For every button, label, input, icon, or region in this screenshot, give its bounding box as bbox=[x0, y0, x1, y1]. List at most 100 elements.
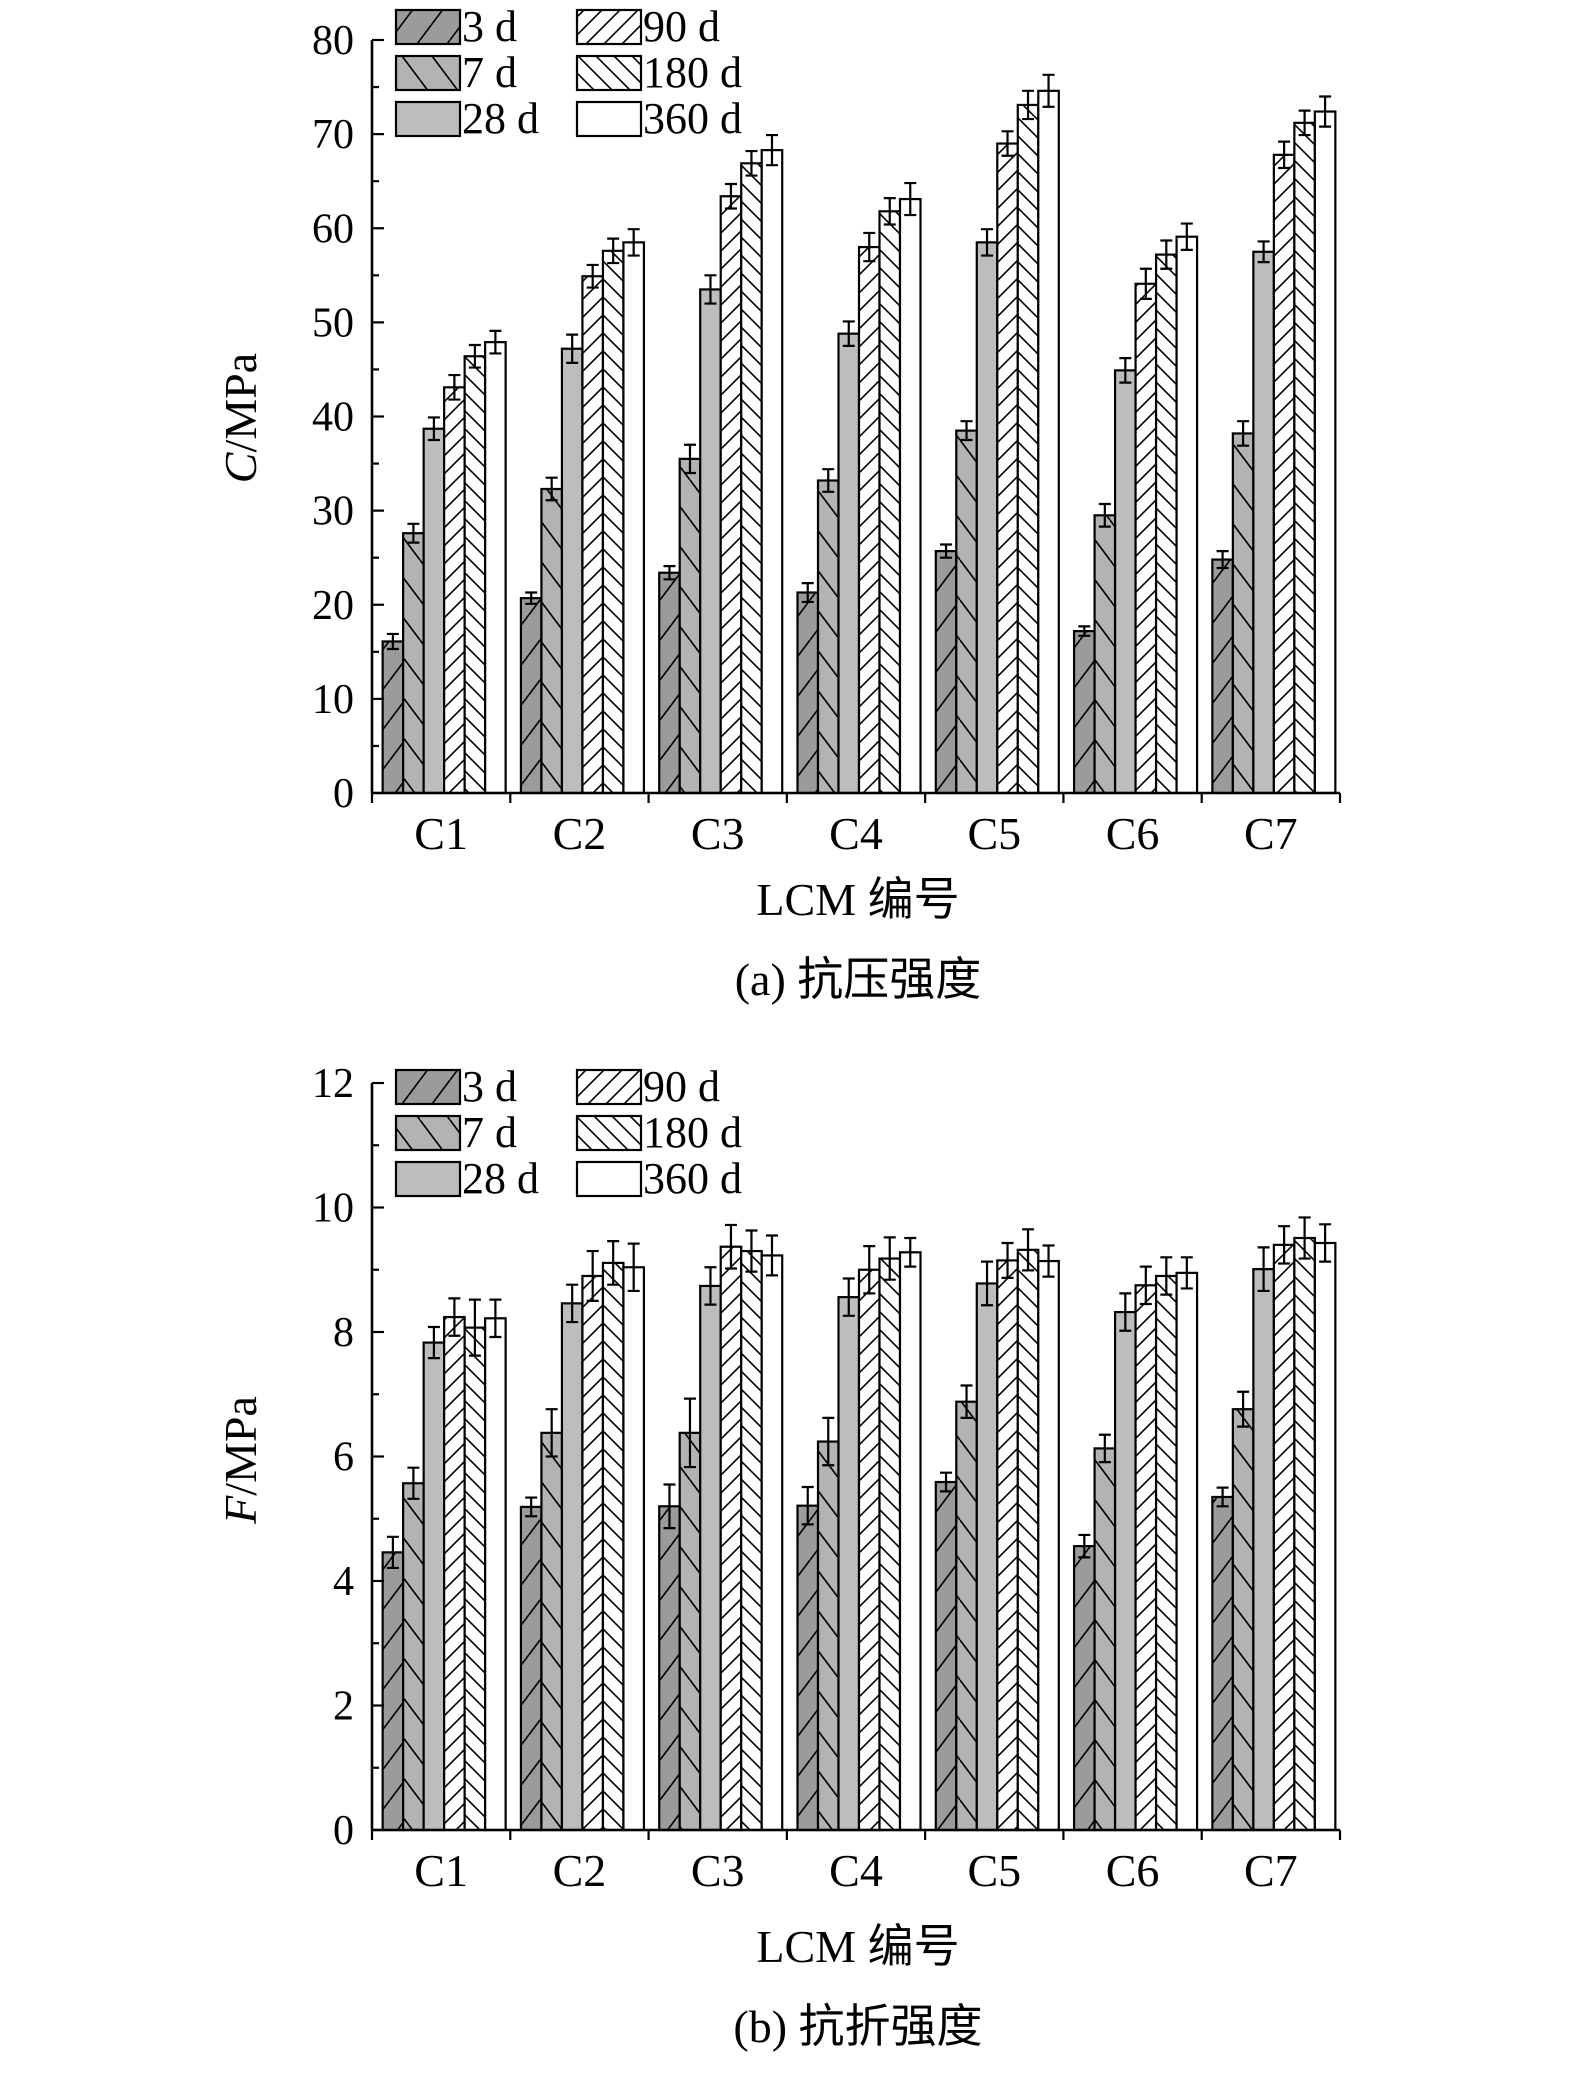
chart-b-bar-C2-90d bbox=[581, 1274, 605, 1832]
chart-a-errorbar-C7-7d bbox=[1237, 420, 1250, 447]
chart-a-ytick-label: 70 bbox=[312, 112, 354, 158]
chart-a-errorbar-C6-28d bbox=[1119, 357, 1132, 384]
chart-b-errorbar-C4-90d bbox=[863, 1244, 876, 1295]
chart-a-bar-C6-90d bbox=[1134, 282, 1158, 795]
chart-a-ytick-label: 50 bbox=[312, 300, 354, 346]
chart-a-bar-C1-28d bbox=[422, 427, 446, 795]
chart-a-bar-C7-28d bbox=[1252, 250, 1275, 795]
chart-b-legend-swatch-28d bbox=[394, 1160, 462, 1198]
chart-b-errorbar-C7-180d bbox=[1298, 1216, 1311, 1260]
chart-b-ytick-label: 6 bbox=[333, 1435, 354, 1481]
chart-b-errorbar-C6-90d bbox=[1139, 1265, 1152, 1306]
chart-b-bar-C5-90d bbox=[996, 1259, 1019, 1832]
chart-a-xtick-label-C7: C7 bbox=[1244, 808, 1298, 859]
chart-a-bar-C2-360d bbox=[622, 241, 646, 795]
chart-b-errorbar-C4-3d bbox=[801, 1485, 814, 1526]
chart-b-errorbar-C2-360d bbox=[627, 1242, 640, 1293]
chart-a-ytick-label: 10 bbox=[312, 677, 354, 723]
chart-b-caption: (b) 抗折强度 bbox=[733, 2001, 982, 2052]
chart-a-legend-label-28d: 28 d bbox=[462, 94, 539, 143]
chart-a-errorbar-C7-180d bbox=[1298, 109, 1311, 137]
chart-b-legend-swatch-3d bbox=[394, 1068, 462, 1106]
chart-b-bar-C4-3d bbox=[796, 1504, 820, 1832]
chart-b-errorbar-C2-7d bbox=[545, 1408, 558, 1458]
chart-a-xtick-label-C5: C5 bbox=[967, 808, 1021, 859]
chart-b-ytick-label: 10 bbox=[312, 1186, 354, 1232]
chart-b-errorbar-C6-360d bbox=[1180, 1256, 1193, 1290]
chart-b-bar-C7-90d bbox=[1272, 1243, 1296, 1832]
chart-b-bar-C2-7d bbox=[540, 1431, 564, 1832]
chart-b-ylabel-unit: /MPa bbox=[215, 1396, 266, 1496]
chart-a-ytick-label: 30 bbox=[312, 489, 354, 535]
chart-a-bar-C2-28d bbox=[560, 347, 584, 795]
chart-a-legend-swatch-7d bbox=[394, 54, 462, 92]
chart-b-ylabel: F/MPa bbox=[215, 1396, 266, 1525]
chart-b-bar-C6-3d bbox=[1072, 1545, 1096, 1832]
chart-b-errorbar-C7-90d bbox=[1278, 1225, 1291, 1265]
chart-b-xtick-label-C4: C4 bbox=[829, 1845, 883, 1896]
chart-a-legend-swatch-360d bbox=[575, 100, 643, 138]
chart-b-errorbar-C3-7d bbox=[683, 1397, 696, 1469]
chart-b-errorbar-C3-90d bbox=[724, 1223, 737, 1270]
chart-a-bar-C5-7d bbox=[955, 429, 978, 795]
chart-a-legend-swatch-3d bbox=[394, 8, 462, 46]
chart-a-bar-C1-7d bbox=[402, 532, 425, 795]
chart-b-bar-C6-90d bbox=[1134, 1284, 1158, 1832]
chart-b-errorbar-C4-7d bbox=[822, 1416, 835, 1467]
chart-a-legend-swatch-180d bbox=[575, 54, 643, 92]
chart-a-errorbar-C1-3d bbox=[386, 632, 399, 651]
chart-a-bar-C7-7d bbox=[1231, 432, 1255, 795]
chart-a-errorbar-C4-360d bbox=[904, 181, 917, 217]
chart-b-errorbar-C3-28d bbox=[704, 1266, 717, 1306]
chart-b-bar-C6-180d bbox=[1154, 1274, 1178, 1832]
chart-a-errorbar-C1-28d bbox=[427, 416, 440, 442]
chart-b-bar-C3-7d bbox=[678, 1431, 702, 1832]
chart-b-bar-C7-3d bbox=[1211, 1495, 1234, 1832]
chart-b-legend-label-3d: 3 d bbox=[462, 1062, 517, 1111]
chart-b-errorbar-C6-28d bbox=[1119, 1292, 1132, 1332]
chart-b-bar-C5-180d bbox=[1016, 1248, 1040, 1832]
chart-a-ytick-label: 60 bbox=[312, 206, 354, 252]
chart-b-bar-C4-360d bbox=[898, 1251, 922, 1832]
chart-b-legend-label-90d: 90 d bbox=[643, 1062, 720, 1111]
chart-b-ytick-label: 4 bbox=[333, 1559, 354, 1605]
chart-b-xtick-label-C3: C3 bbox=[691, 1845, 745, 1896]
chart-b-errorbar-C5-360d bbox=[1042, 1244, 1055, 1278]
chart-a-plot: 0 10 20 30 40 50 60 70 80 C1 C2 C3 C4 C5 C6 C7 3 d7 d28 … bbox=[312, 2, 1342, 859]
chart-b-errorbar-C3-360d bbox=[765, 1234, 778, 1277]
chart-a-errorbar-C4-7d bbox=[822, 468, 835, 493]
chart-b-ylabel-italic: F bbox=[215, 1495, 266, 1525]
chart-b-bar-C6-7d bbox=[1093, 1447, 1117, 1832]
chart-a-legend-label-3d: 3 d bbox=[462, 2, 517, 51]
chart-a-errorbar-C6-3d bbox=[1078, 625, 1091, 637]
chart-a-legend-label-180d: 180 d bbox=[643, 48, 742, 97]
chart-a-ytick-label: 20 bbox=[312, 583, 354, 629]
chart-a-errorbar-C7-360d bbox=[1319, 95, 1332, 128]
chart-a-bar-C6-3d bbox=[1072, 630, 1096, 795]
chart-a-bar-C7-360d bbox=[1313, 110, 1337, 795]
chart-a-bar-C3-28d bbox=[699, 288, 722, 795]
chart-b-bar-C3-3d bbox=[658, 1505, 681, 1832]
chart-b-plot: 0 2 4 6 8 10 12 C1 C2 C3 C4 C5 C6 C7 3 d7 d28 d 90 d180… bbox=[312, 1061, 1342, 1896]
chart-a-errorbar-C2-360d bbox=[627, 228, 640, 257]
chart-b-errorbar-C5-28d bbox=[981, 1260, 994, 1307]
chart-a-bar-C4-3d bbox=[796, 591, 820, 795]
chart-a-errorbar-C5-90d bbox=[1001, 130, 1014, 157]
chart-a-errorbar-C6-180d bbox=[1160, 239, 1173, 270]
chart-b-ytick-label: 12 bbox=[312, 1061, 354, 1107]
chart-b-bar-C4-28d bbox=[837, 1296, 861, 1832]
chart-b-errorbar-C5-3d bbox=[940, 1471, 953, 1493]
chart-a-ylabel: C/MPa bbox=[215, 353, 266, 483]
chart-b-errorbar-C1-180d bbox=[468, 1298, 481, 1357]
flexural-strength-chart: 0 2 4 6 8 10 12 C1 C2 C3 C4 C5 C6 C7 3 d7 d28 d 90 d180… bbox=[215, 1061, 1342, 2052]
chart-a-errorbar-C4-28d bbox=[842, 320, 855, 348]
chart-a-xtick-label-C3: C3 bbox=[691, 808, 745, 859]
chart-b-errorbar-C7-7d bbox=[1237, 1390, 1250, 1428]
chart-a-xtick-label-C6: C6 bbox=[1106, 808, 1160, 859]
chart-a-errorbar-C1-90d bbox=[448, 373, 461, 401]
chart-a-bar-C7-3d bbox=[1211, 558, 1234, 795]
chart-a-bar-C1-90d bbox=[443, 386, 466, 795]
chart-b-bar-C2-360d bbox=[622, 1266, 646, 1832]
chart-b-bar-C1-360d bbox=[484, 1317, 507, 1832]
